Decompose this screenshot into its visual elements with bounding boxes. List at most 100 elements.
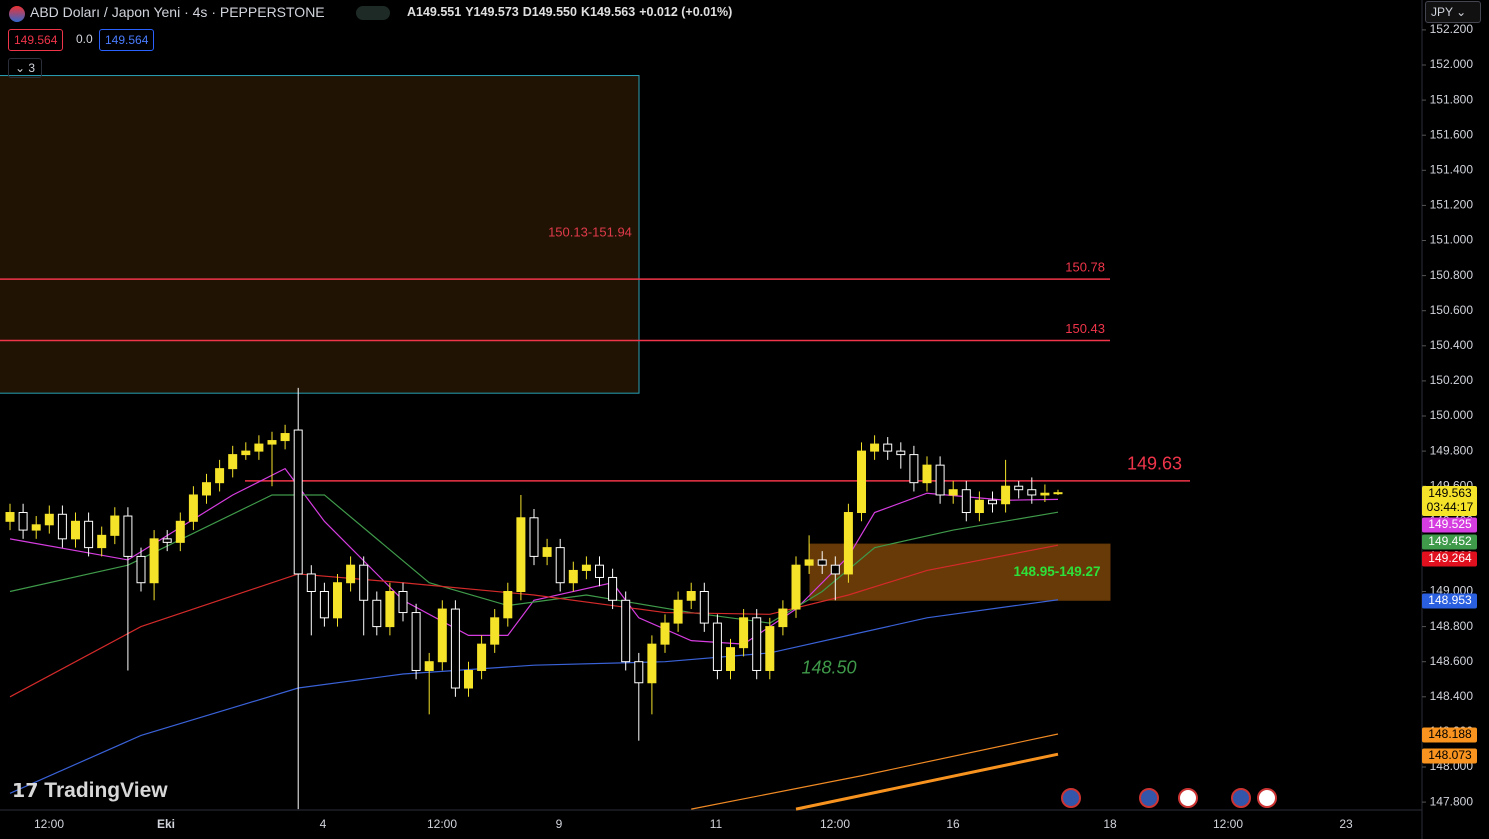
candle-body — [293, 429, 303, 575]
candle-body — [254, 443, 264, 452]
candle-body — [555, 547, 565, 584]
y-tick-label: 151.800 — [1430, 92, 1474, 106]
sell-button[interactable]: 149.564 — [8, 29, 64, 51]
candle-body — [136, 555, 146, 584]
candle-body — [804, 559, 814, 566]
event-icon — [1231, 788, 1251, 808]
low: D149.550 — [522, 5, 577, 19]
candle-body — [870, 443, 880, 452]
candle-body — [726, 647, 735, 671]
candle-body — [961, 489, 971, 514]
candle-body — [84, 520, 94, 549]
price-label: 149.525 — [1428, 517, 1472, 531]
change: +0.012 (+0.01%) — [639, 5, 733, 19]
candle-body — [1001, 485, 1011, 505]
y-tick-label: 148.400 — [1430, 689, 1474, 703]
y-tick-label: 150.800 — [1430, 268, 1474, 282]
candle-body — [228, 454, 238, 470]
moving-average — [9, 599, 1059, 794]
candle-body — [739, 617, 749, 649]
buy-button[interactable]: 149.564 — [99, 29, 155, 51]
y-tick-label: 151.000 — [1430, 233, 1474, 247]
candle-body — [660, 622, 670, 645]
status-pill — [356, 6, 390, 20]
price-label: 149.452 — [1428, 534, 1472, 548]
candle-body — [202, 482, 211, 496]
countdown: 03:44:17 — [1427, 500, 1474, 514]
candle-body — [97, 534, 107, 549]
x-tick-label: 12:00 — [34, 817, 64, 831]
candle-body — [372, 599, 382, 628]
event-icon — [1178, 788, 1198, 808]
candle-body — [1053, 492, 1063, 495]
candle-body — [450, 608, 460, 689]
price-label-bg — [1422, 486, 1477, 516]
candle-body — [516, 517, 526, 592]
x-tick-label: 12:00 — [820, 817, 850, 831]
candle-body — [385, 591, 395, 628]
x-tick-label: 23 — [1339, 817, 1353, 831]
candle-body — [634, 661, 644, 684]
indicator-count: 3 — [28, 61, 36, 75]
candle-body — [424, 661, 434, 671]
candle-body — [765, 626, 775, 671]
candle-body — [110, 515, 120, 536]
symbol-icon — [9, 6, 25, 22]
candle-body — [922, 464, 932, 484]
candle-body — [817, 559, 827, 566]
candle-body — [359, 564, 369, 601]
candle-body — [1027, 489, 1037, 496]
candle-body — [306, 573, 316, 593]
price-label-bg — [1422, 748, 1477, 764]
price-label: 149.264 — [1428, 551, 1472, 565]
candle-body — [647, 643, 657, 684]
logo-text: TradingView — [44, 779, 168, 802]
x-tick-label: 12:00 — [1213, 817, 1243, 831]
candle-body — [974, 499, 984, 514]
y-tick-label: 148.800 — [1430, 619, 1474, 633]
level-label: 150.43 — [1065, 321, 1105, 336]
moving-average — [691, 733, 1059, 810]
candle-body — [44, 513, 54, 526]
x-tick-label: 9 — [556, 817, 563, 831]
candle-body — [948, 489, 958, 496]
zone — [0, 75, 640, 394]
candle-body — [71, 520, 80, 540]
price-label: 149.563 — [1428, 486, 1472, 500]
candle-body — [31, 524, 41, 531]
candle-body — [568, 569, 578, 584]
y-tick-label: 152.200 — [1430, 22, 1474, 36]
candle-body — [712, 622, 722, 671]
candle-body — [608, 576, 618, 601]
y-tick-label: 151.600 — [1430, 127, 1474, 141]
price-label-bg — [1422, 517, 1477, 533]
open: A149.551 — [407, 5, 462, 19]
y-tick-label: 147.800 — [1430, 794, 1474, 808]
symbol-title[interactable]: ABD Doları / Japon Yeni · 4s · PEPPERSTO… — [30, 4, 325, 20]
candle-body — [490, 617, 500, 645]
indicator-toggle[interactable]: ⌄ 3 — [8, 58, 43, 78]
candle-body — [319, 591, 329, 619]
moving-average — [9, 494, 1059, 624]
y-tick-label: 149.800 — [1430, 443, 1474, 457]
currency-select[interactable]: JPY ⌄ — [1425, 1, 1481, 23]
y-tick-label: 152.000 — [1430, 57, 1474, 71]
candle-body — [673, 599, 683, 624]
zone-label: 150.13-151.94 — [548, 224, 632, 239]
candle-body — [188, 494, 198, 522]
event-icon — [1257, 788, 1277, 808]
x-tick-label: 4 — [320, 817, 327, 831]
candle-body — [529, 517, 539, 557]
price-label-bg — [1422, 727, 1477, 743]
level-label: 150.78 — [1065, 260, 1105, 275]
annotation: 148.50 — [801, 657, 856, 677]
high: Y149.573 — [465, 5, 519, 19]
candle-body — [843, 512, 853, 575]
logo: 𝟭𝟳 TradingView — [12, 779, 168, 802]
zone — [809, 543, 1111, 601]
event-icon — [1139, 788, 1159, 808]
candle-body — [267, 440, 277, 445]
moving-average — [9, 544, 1059, 698]
price-label: 148.953 — [1428, 593, 1472, 607]
